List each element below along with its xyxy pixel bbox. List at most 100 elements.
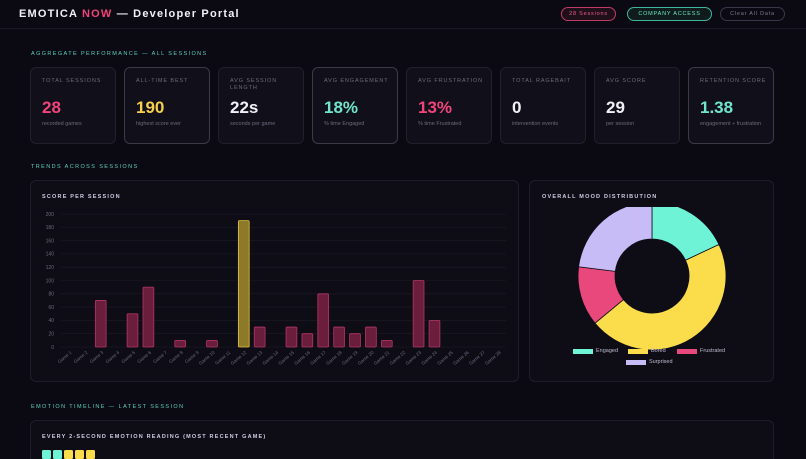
x-tick-label: Game 14 [261, 350, 279, 366]
stat-card: AVG SESSION LENGTH 22s seconds per game [218, 67, 304, 144]
stat-subtext: % time Frustrated [418, 121, 462, 127]
x-tick-label: Game 10 [198, 350, 216, 366]
score-bar [380, 339, 393, 348]
company-access-button[interactable]: COMPANY ACCESS [627, 7, 712, 21]
score-bar [142, 286, 155, 348]
score-bar [333, 326, 345, 348]
legend-swatch [573, 348, 593, 354]
y-tick-label: 0 [51, 345, 54, 351]
y-tick-label: 120 [46, 265, 55, 271]
x-tick-label: Game 13 [246, 350, 264, 366]
stat-subtext: recorded games [42, 121, 82, 127]
legend-swatch [677, 348, 697, 354]
stat-subtext: seconds per game [230, 121, 276, 127]
legend-item-frustrated: Frustrated [677, 348, 725, 354]
legend-label: Frustrated [700, 348, 726, 354]
x-tick-label: Game 27 [468, 350, 486, 366]
top-bar: EMOTICA NOW — Developer Portal 28 Sessio… [0, 0, 806, 29]
x-tick-label: Game 24 [420, 350, 438, 366]
y-tick-label: 80 [48, 292, 54, 298]
timeline-panel-title: EVERY 2-SECOND EMOTION READING (MOST REC… [42, 434, 267, 440]
emotion-reading-tile [42, 450, 51, 459]
x-tick-label: Game 11 [214, 350, 232, 366]
score-bar [253, 326, 266, 348]
stat-card: RETENTION SCORE 1.38 engagement ÷ frustrat… [688, 67, 774, 144]
x-tick-label: Game 22 [389, 350, 407, 366]
y-tick-label: 140 [46, 252, 55, 258]
app-title: EMOTICA NOW — Developer Portal [19, 8, 240, 20]
y-tick-label: 160 [46, 238, 55, 244]
x-tick-label: Game 23 [405, 350, 423, 366]
x-tick-label: Game 7 [152, 350, 168, 365]
x-tick-label: Game 5 [120, 350, 136, 365]
stat-label: AVG SCORE [606, 78, 647, 84]
mood-slice-surprised [578, 207, 653, 272]
x-tick-label: Game 6 [136, 350, 152, 365]
x-tick-label: Game 3 [89, 350, 105, 365]
mood-donut-chart [577, 207, 727, 351]
legend-label: Bored [651, 348, 666, 354]
x-tick-label: Game 26 [452, 350, 470, 366]
score-bar [237, 220, 250, 348]
timeline-section-title: EMOTION TIMELINE — LATEST SESSION [31, 404, 185, 410]
legend-label: Engaged [596, 348, 619, 354]
legend-swatch [628, 348, 648, 354]
stat-card: TOTAL SESSIONS 28 recorded games [30, 67, 116, 144]
score-bar [365, 326, 377, 348]
emotion-reading-tile [53, 450, 62, 459]
stat-subtext: engagement ÷ frustration [700, 121, 762, 127]
stat-subtext: % time Engaged [324, 121, 365, 127]
stat-subtext: per session [606, 121, 635, 127]
y-tick-label: 60 [48, 305, 54, 311]
score-bar [174, 339, 187, 348]
score-chart-panel: SCORE PER SESSION 0 20 40 60 80 100 120 140 160 1… [30, 180, 519, 382]
score-bar [301, 333, 314, 348]
stat-label: AVG ENGAGEMENT [324, 78, 389, 84]
x-tick-label: Game 1 [57, 350, 73, 365]
x-tick-label: Game 19 [341, 350, 359, 366]
x-tick-label: Game 2 [73, 350, 89, 365]
stat-value: 13% [418, 98, 453, 117]
y-tick-label: 180 [46, 225, 55, 231]
stat-card: AVG FRUSTRATION 13% % time Frustrated [406, 67, 492, 144]
x-tick-label: Game 20 [357, 350, 375, 366]
stat-value: 29 [606, 98, 625, 117]
score-bar [94, 300, 107, 348]
stat-label: RETENTION SCORE [700, 78, 767, 84]
stat-card: TOTAL RAGEBAIT 0 intervention events [500, 67, 586, 144]
score-chart-title: SCORE PER SESSION [42, 194, 121, 200]
sessions-count-badge: 28 Sessions [561, 7, 616, 21]
emotion-reading-tile [86, 450, 95, 459]
aggregate-section-title: AGGREGATE PERFORMANCE — ALL SESSIONS [31, 51, 208, 57]
clear-all-data-button[interactable]: Clear All Data [720, 7, 785, 21]
stat-subtext: highest score ever [136, 121, 181, 127]
x-tick-label: Game 28 [484, 350, 502, 366]
score-bar [206, 339, 218, 348]
score-bar [428, 319, 441, 348]
x-tick-label: Game 21 [373, 350, 391, 366]
score-bar [285, 326, 298, 348]
stat-label: ALL-TIME BEST [136, 78, 189, 84]
brand-highlight: NOW [81, 8, 113, 20]
x-tick-label: Game 12 [230, 350, 248, 366]
emotion-reading-tile [75, 450, 84, 459]
stat-card: AVG ENGAGEMENT 18% % time Engaged [312, 67, 398, 144]
x-tick-label: Game 15 [277, 350, 295, 366]
emotion-reading-tile [64, 450, 73, 459]
mood-chart-panel: OVERALL MOOD DISTRIBUTION Engaged Bored … [529, 180, 774, 382]
y-tick-label: 100 [46, 278, 55, 284]
legend-item-bored: Bored [628, 348, 666, 354]
y-tick-label: 200 [46, 212, 55, 218]
legend-item-surprised: Surprised [626, 359, 673, 365]
score-bar [126, 313, 139, 348]
stat-subtext: intervention events [512, 121, 559, 127]
y-tick-label: 20 [48, 332, 54, 338]
stat-value: 190 [136, 98, 165, 117]
stat-label: TOTAL RAGEBAIT [512, 78, 571, 84]
stat-card: ALL-TIME BEST 190 highest score ever [124, 67, 210, 144]
stat-value: 18% [324, 98, 359, 117]
x-tick-label: Game 17 [309, 350, 327, 366]
brand-prefix: EMOTICA [19, 8, 78, 20]
legend-label: Surprised [649, 359, 673, 365]
legend-item-engaged: Engaged [573, 348, 618, 354]
